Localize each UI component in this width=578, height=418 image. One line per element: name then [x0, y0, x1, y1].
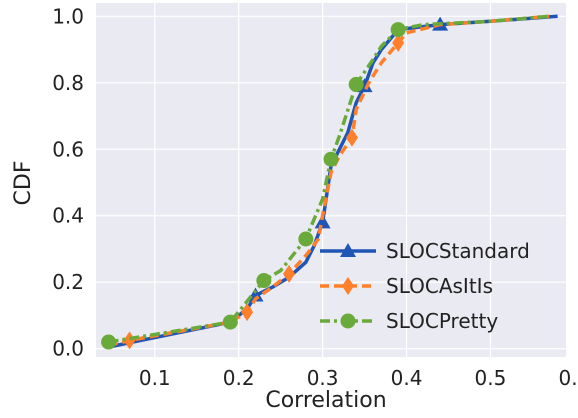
series-layer — [101, 14, 558, 350]
data-point-diamond — [283, 264, 296, 283]
data-point-circle — [323, 151, 339, 167]
y-tick-label: 0.2 — [52, 270, 84, 294]
data-point-triangle — [314, 214, 331, 229]
legend-label: SLOCPretty — [386, 309, 498, 333]
x-axis-ticks: 0.1 0.2 0.3 0.4 0.5 0.6 — [139, 366, 578, 390]
legend-label: SLOCStandard — [386, 239, 530, 263]
legend-marker-triangle — [340, 243, 356, 257]
y-tick-label: 0.6 — [52, 137, 84, 161]
y-tick-label: 0.4 — [52, 204, 84, 228]
plot-background — [96, 3, 566, 357]
grid-lines — [96, 3, 575, 357]
y-tick-label: 0.0 — [52, 337, 84, 361]
data-point-diamond — [345, 128, 358, 147]
x-tick-label: 0.4 — [391, 366, 423, 390]
data-point-circle — [348, 76, 364, 92]
series-slocasitis — [108, 14, 550, 350]
data-point-circle — [298, 231, 314, 247]
data-point-circle — [256, 273, 272, 289]
x-tick-label: 0.3 — [307, 366, 339, 390]
x-tick-label: 0.5 — [475, 366, 507, 390]
y-axis-ticks: 0.0 0.2 0.4 0.6 0.8 1.0 — [52, 4, 84, 360]
y-axis-title: CDF — [11, 161, 36, 206]
data-point-diamond — [241, 303, 254, 322]
data-point-diamond — [392, 33, 405, 52]
x-tick-label: 0.2 — [223, 366, 255, 390]
data-point-circle — [222, 314, 238, 330]
y-tick-label: 0.8 — [52, 71, 84, 95]
legend-item: SLOCPretty — [320, 309, 498, 333]
data-point-circle — [390, 22, 406, 38]
data-point-circle — [101, 334, 117, 350]
y-tick-label: 1.0 — [52, 4, 84, 28]
data-point-diamond — [123, 331, 136, 350]
legend: SLOCStandard SLOCAsItIs SLOCPretty — [320, 239, 530, 333]
x-axis-title: Correlation — [265, 388, 386, 413]
x-tick-label: 0.6 — [558, 366, 578, 390]
legend-item: SLOCStandard — [320, 239, 530, 263]
legend-label: SLOCAsItIs — [386, 274, 493, 298]
legend-marker-circle — [340, 313, 356, 329]
legend-marker-diamond — [342, 277, 354, 295]
legend-item: SLOCAsItIs — [320, 274, 493, 298]
x-tick-label: 0.1 — [139, 366, 171, 390]
series-slocpretty — [101, 14, 550, 350]
